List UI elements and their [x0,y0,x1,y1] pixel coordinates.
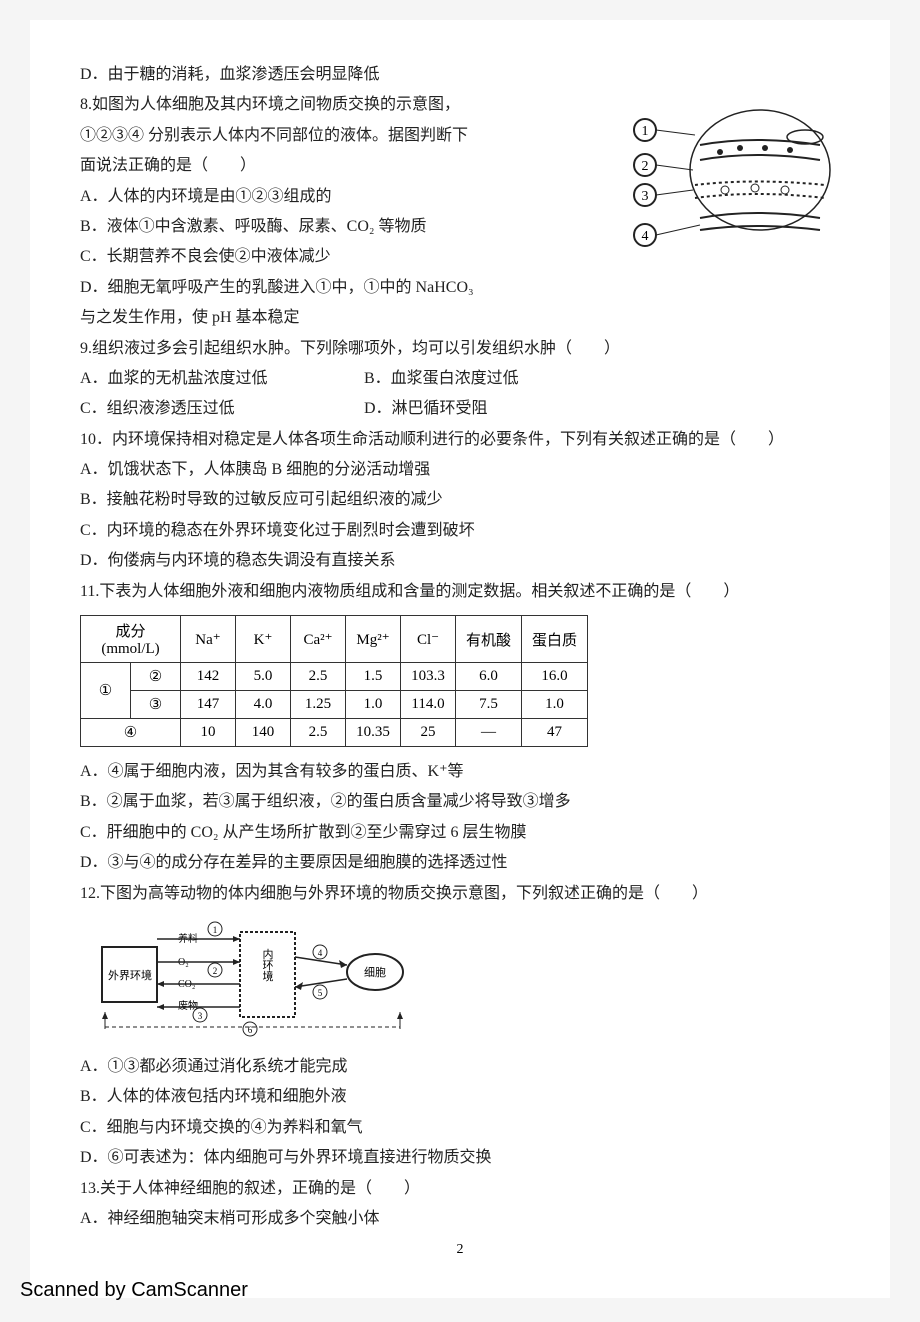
q11-stem: 11.下表为人体细胞外液和细胞内液物质组成和含量的测定数据。相关叙述不正确的是（… [80,577,840,607]
cell: 2.5 [291,719,346,747]
cell: 1.25 [291,691,346,719]
cell: 142 [181,663,236,691]
q10-opt-a: A．饥饿状态下，人体胰岛 B 细胞的分泌活动增强 [80,455,840,485]
q10-opt-c: C．内环境的稳态在外界环境变化过于剧烈时会遭到破坏 [80,516,840,546]
q8-opt-d2: 与之发生作用，使 pH 基本稳定 [80,303,560,333]
cell: 1.0 [346,691,401,719]
cell: 47 [522,719,588,747]
q11-opt-b: B．②属于血浆，若③属于组织液，②的蛋白质含量减少将导致③增多 [80,787,840,817]
col-pro: 蛋白质 [522,616,588,663]
q9-row1: A．血浆的无机盐浓度过低 B．血浆蛋白浓度过低 [80,364,840,394]
row-label-2: ② [131,663,181,691]
col-k: K⁺ [236,616,291,663]
q12-opt-c: C．细胞与内环境交换的④为养料和氧气 [80,1113,840,1143]
header-top2: (mmol/L) [91,641,170,658]
label-inner: 内环境 [261,947,274,981]
q8-stem-2: ①②③④ 分别表示人体内不同部位的液体。据图判断下 [80,121,560,151]
q13-opt-a: A．神经细胞轴突末梢可形成多个突触小体 [80,1204,840,1234]
row-label-3: ③ [131,691,181,719]
cell: — [456,719,522,747]
q11-table: 成分 (mmol/L) Na⁺ K⁺ Ca²⁺ Mg²⁺ Cl⁻ 有机酸 蛋白质… [80,615,588,747]
q11-opt-a: A．④属于细胞内液，因为其含有较多的蛋白质、K⁺等 [80,757,840,787]
q9-row2: C．组织液渗透压过低 D．淋巴循环受阻 [80,394,840,424]
q12-stem: 12.下图为高等动物的体内细胞与外界环境的物质交换示意图，下列叙述正确的是（ ） [80,879,840,909]
q8-opt-a: A．人体的内环境是由①②③组成的 [80,182,560,212]
q9-opt-d: D．淋巴循环受阻 [364,400,488,417]
q12-opt-b: B．人体的体液包括内环境和细胞外液 [80,1082,840,1112]
svg-text:4: 4 [642,229,649,244]
cell: 114.0 [401,691,456,719]
svg-text:2: 2 [642,159,649,174]
row-label-4: ④ [81,719,181,747]
q13-stem: 13.关于人体神经细胞的叙述，正确的是（ ） [80,1174,840,1204]
svg-text:5: 5 [318,988,323,998]
cell: 10 [181,719,236,747]
q9-stem: 9.组织液过多会引起组织水肿。下列除哪项外，均可以引发组织水肿（ ） [80,334,840,364]
cell: 10.35 [346,719,401,747]
q11-opt-c: C．肝细胞中的 CO₂ 从产生场所扩散到②至少需穿过 6 层生物膜 [80,818,840,848]
q10-opt-b: B．接触花粉时导致的过敏反应可引起组织液的减少 [80,485,840,515]
svg-text:4: 4 [318,948,323,958]
cell: 1.5 [346,663,401,691]
q8-stem-1: 8.如图为人体细胞及其内环境之间物质交换的示意图， [80,90,560,120]
q8-stem-3: 面说法正确的是（ ） [80,151,560,181]
cell: 147 [181,691,236,719]
cell: 4.0 [236,691,291,719]
q7-option-d: D．由于糖的消耗，血浆渗透压会明显降低 [80,60,840,90]
q10-stem: 10．内环境保持相对稳定是人体各项生命活动顺利进行的必要条件，下列有关叙述正确的… [80,425,840,455]
q12-diagram: 外界环境 内环境 细胞 养料 O₂ CO₂ 废物 1 2 3 4 5 6 [100,917,430,1037]
q8-diagram: 1 2 3 4 [625,90,835,270]
svg-text:3: 3 [642,189,649,204]
col-ca: Ca²⁺ [291,616,346,663]
q9-opt-c: C．组织液渗透压过低 [80,394,360,424]
camscanner-watermark: Scanned by CamScanner [20,1279,248,1302]
table-header-left: 成分 (mmol/L) [81,616,181,663]
cell: 5.0 [236,663,291,691]
q9-opt-b: B．血浆蛋白浓度过低 [364,370,519,387]
cell: 140 [236,719,291,747]
q11-opt-d: D．③与④的成分存在差异的主要原因是细胞膜的选择透过性 [80,848,840,878]
svg-text:1: 1 [642,124,649,139]
q8-block: 8.如图为人体细胞及其内环境之间物质交换的示意图， ①②③④ 分别表示人体内不同… [80,90,560,333]
page-content: D．由于糖的消耗，血浆渗透压会明显降低 8.如图为人体细胞及其内环境之间物质交换… [30,20,890,1298]
cell: 25 [401,719,456,747]
svg-text:1: 1 [213,925,218,935]
q8-opt-d1: D．细胞无氧呼吸产生的乳酸进入①中，①中的 NaHCO₃ [80,273,560,303]
q12-opt-a: A．①③都必须通过消化系统才能完成 [80,1052,840,1082]
label-cell: 细胞 [364,966,386,979]
header-top1: 成分 [91,620,170,641]
col-mg: Mg²⁺ [346,616,401,663]
cell: 2.5 [291,663,346,691]
cell: 16.0 [522,663,588,691]
q8-opt-b: B．液体①中含激素、呼吸酶、尿素、CO₂ 等物质 [80,212,560,242]
q12-opt-d: D．⑥可表述为：体内细胞可与外界环境直接进行物质交换 [80,1143,840,1173]
page-number: 2 [80,1242,840,1258]
col-org: 有机酸 [456,616,522,663]
q8-opt-c: C．长期营养不良会使②中液体减少 [80,242,560,272]
col-cl: Cl⁻ [401,616,456,663]
svg-text:3: 3 [198,1011,203,1021]
q9-opt-a: A．血浆的无机盐浓度过低 [80,364,360,394]
cell: 7.5 [456,691,522,719]
label-outer: 外界环境 [108,968,152,982]
cell: 103.3 [401,663,456,691]
cell: 6.0 [456,663,522,691]
row-g1: ① [81,663,131,719]
q10-opt-d: D．佝偻病与内环境的稳态失调没有直接关系 [80,546,840,576]
cell: 1.0 [522,691,588,719]
svg-text:2: 2 [213,966,218,976]
col-na: Na⁺ [181,616,236,663]
